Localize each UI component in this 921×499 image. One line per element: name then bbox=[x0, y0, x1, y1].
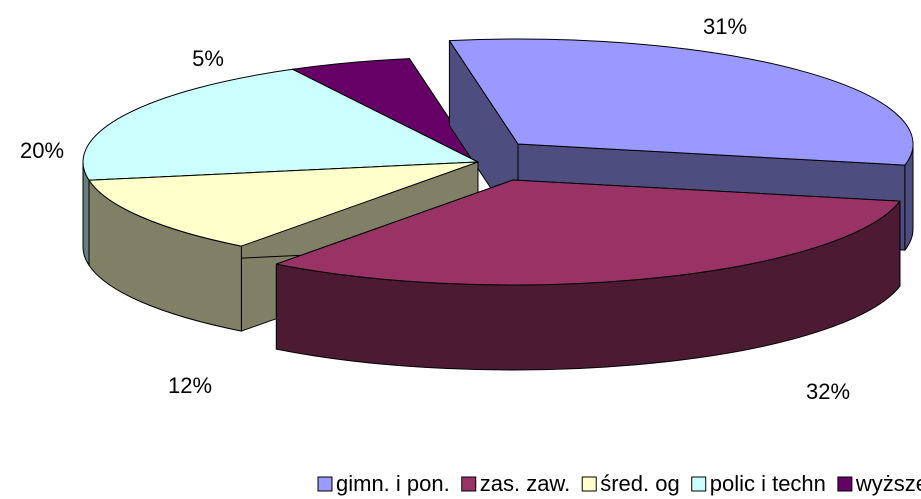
data-label: 32% bbox=[806, 379, 850, 404]
legend-swatch bbox=[691, 476, 707, 492]
legend-label: zas. zaw. bbox=[480, 471, 570, 496]
data-label: 20% bbox=[20, 138, 64, 163]
data-label: 31% bbox=[703, 14, 747, 39]
slice-top bbox=[88, 161, 479, 247]
legend-label: wyższe bbox=[855, 471, 921, 496]
legend-label: gimn. i pon. bbox=[336, 471, 450, 496]
legend-label: polic i techn bbox=[710, 471, 826, 496]
data-label: 12% bbox=[168, 373, 212, 398]
slice-top bbox=[82, 68, 479, 181]
legend-label: śred. og bbox=[600, 471, 680, 496]
pie-slice bbox=[275, 179, 901, 371]
slice-top bbox=[448, 38, 914, 166]
data-label: 5% bbox=[192, 46, 224, 71]
legend-swatch bbox=[317, 476, 333, 492]
legend-swatch bbox=[461, 476, 477, 492]
legend-swatch bbox=[581, 476, 597, 492]
legend-swatch bbox=[837, 476, 853, 492]
slice-top bbox=[275, 179, 901, 286]
